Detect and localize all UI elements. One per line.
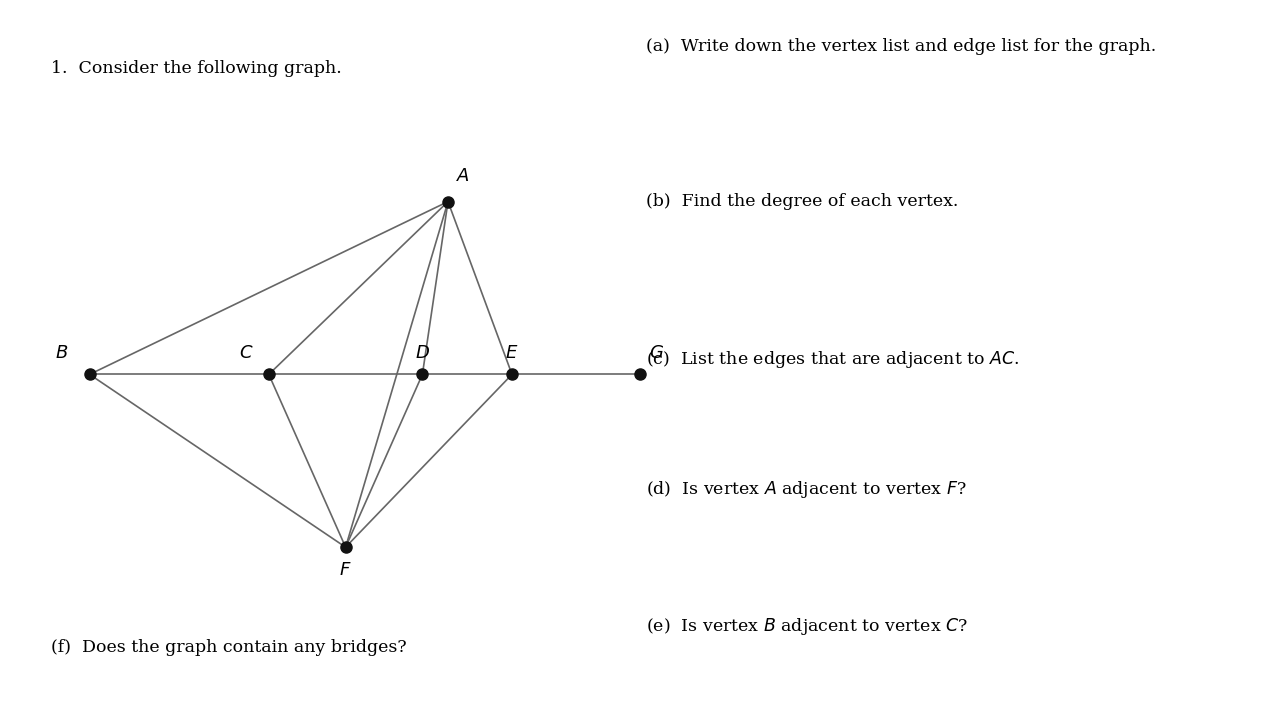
Text: $\it{C}$: $\it{C}$ xyxy=(238,344,253,361)
Text: (f)  Does the graph contain any bridges?: (f) Does the graph contain any bridges? xyxy=(51,639,407,657)
Text: $\it{B}$: $\it{B}$ xyxy=(55,344,68,361)
Text: $\it{E}$: $\it{E}$ xyxy=(506,344,518,361)
Text: (e)  Is vertex $B$ adjacent to vertex $C$?: (e) Is vertex $B$ adjacent to vertex $C$… xyxy=(646,616,969,637)
Text: $\it{A}$: $\it{A}$ xyxy=(457,167,470,185)
Text: (d)  Is vertex $A$ adjacent to vertex $F$?: (d) Is vertex $A$ adjacent to vertex $F$… xyxy=(646,479,968,500)
Text: 1.  Consider the following graph.: 1. Consider the following graph. xyxy=(51,60,342,77)
Text: (a)  Write down the vertex list and edge list for the graph.: (a) Write down the vertex list and edge … xyxy=(646,38,1157,55)
Text: (b)  Find the degree of each vertex.: (b) Find the degree of each vertex. xyxy=(646,193,959,210)
Text: $\it{D}$: $\it{D}$ xyxy=(415,344,430,361)
Text: $\it{F}$: $\it{F}$ xyxy=(339,562,352,579)
Text: $\it{G}$: $\it{G}$ xyxy=(649,344,664,361)
Text: (c)  List the edges that are adjacent to $AC$.: (c) List the edges that are adjacent to … xyxy=(646,349,1020,371)
